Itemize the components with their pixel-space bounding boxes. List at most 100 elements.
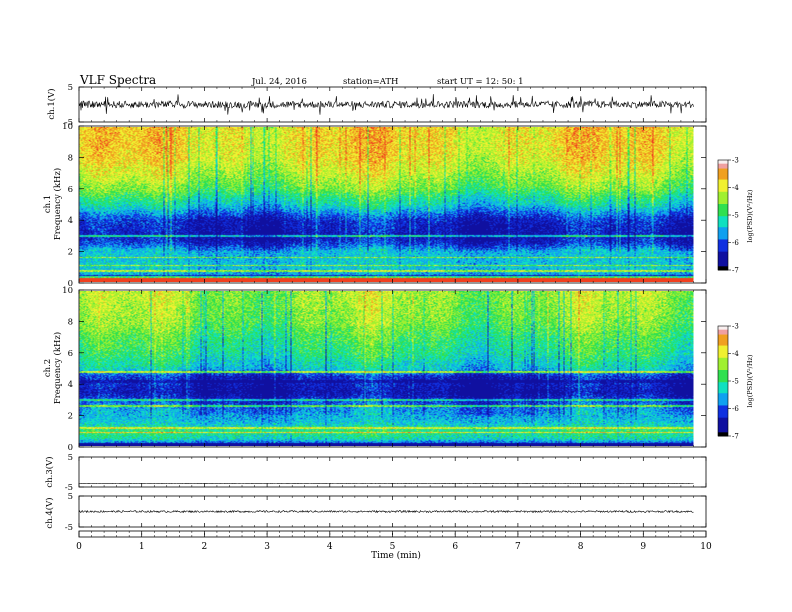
y-tick-label: 6 <box>68 185 73 195</box>
colorbar-tick-label: -6 <box>732 405 739 413</box>
ch4-waveform-line <box>78 509 694 514</box>
colorbar-cell <box>718 221 728 223</box>
colorbar-cell <box>718 251 728 254</box>
colorbar-cell <box>718 384 728 387</box>
colorbar-cell <box>718 425 728 427</box>
colorbar-cell <box>718 182 728 184</box>
colorbar-cell <box>718 343 728 345</box>
y-tick-label: 4 <box>68 216 73 226</box>
ch2-spectrogram <box>79 291 694 446</box>
colorbar-cell <box>718 410 728 413</box>
ch1-colorbar: -3 -4 -5 -6 -7 <box>717 157 739 275</box>
colorbar-cell <box>718 177 728 179</box>
y-tick-label: -5 <box>65 523 73 533</box>
colorbar-cell <box>718 409 728 411</box>
colorbar-cell <box>718 398 728 400</box>
ch2-spectrogram-ylabel-line2: Frequency (kHz) <box>52 332 63 404</box>
colorbar-cell <box>718 414 728 416</box>
colorbar-cell <box>718 378 728 381</box>
colorbar-cell <box>718 383 728 386</box>
colorbar-cell <box>718 185 728 188</box>
colorbar-cell <box>718 431 728 433</box>
ch1-spectrogram <box>79 127 694 282</box>
colorbar-cell <box>718 217 728 220</box>
colorbar-cell <box>718 411 728 414</box>
colorbar-cell <box>718 262 728 265</box>
colorbar-cell <box>718 204 728 206</box>
colorbar-cell <box>718 357 728 360</box>
x-tick-label: 5 <box>390 542 396 552</box>
colorbar-cell <box>718 222 728 225</box>
colorbar-cell <box>718 420 728 422</box>
colorbar-cell <box>718 235 728 238</box>
colorbar-cell <box>718 333 728 336</box>
colorbar-cell <box>718 168 728 171</box>
colorbar-cell <box>718 433 728 436</box>
colorbar-cell <box>718 249 728 251</box>
colorbar-cell <box>718 173 728 176</box>
colorbar-cell <box>718 366 728 369</box>
colorbar-cell <box>718 266 728 269</box>
colorbar-cell <box>718 267 728 270</box>
colorbar-cell <box>718 234 728 237</box>
colorbar-cell <box>718 218 728 221</box>
colorbar-cell <box>718 255 728 258</box>
colorbar-cell <box>718 387 728 389</box>
ch2-colorbar: -3 -4 -5 -6 -7 <box>717 323 739 441</box>
ch3-waveform-ylabel: ch.3(V) <box>44 456 55 487</box>
ch1-waveform-ylabel: ch.1(V) <box>46 88 57 119</box>
ch1-spectrogram-ylabel-line1: ch.1 <box>43 195 53 213</box>
colorbar-cell <box>718 432 728 435</box>
y-tick-label: 8 <box>68 153 73 163</box>
colorbar-cell <box>718 183 728 185</box>
colorbar-cell <box>718 186 728 189</box>
colorbar-cell <box>718 260 728 262</box>
start-time-label: start UT = 12: 50: 1 <box>437 77 524 87</box>
colorbar-cell <box>718 344 728 347</box>
y-tick-label: -5 <box>65 483 73 493</box>
colorbar-cell <box>718 210 728 212</box>
colorbar-cell <box>718 405 728 408</box>
colorbar-cell <box>718 227 728 229</box>
colorbar-cell <box>718 348 728 350</box>
colorbar-cell <box>718 169 728 172</box>
colorbar-cell <box>718 341 728 344</box>
colorbar-cell <box>718 374 728 377</box>
colorbar-cell <box>718 263 728 266</box>
colorbar-cell <box>718 171 728 173</box>
colorbar-tick-label: -4 <box>732 350 739 358</box>
colorbar-cell <box>718 243 728 245</box>
colorbar-cell <box>718 256 728 259</box>
y-tick-label: 5 <box>68 492 73 502</box>
colorbar-cell <box>718 261 728 264</box>
colorbar-cell <box>718 219 728 222</box>
colorbar-cell <box>718 354 728 356</box>
colorbar-cell <box>718 337 728 339</box>
colorbar-cell <box>718 355 728 358</box>
colorbar-cell <box>718 191 728 194</box>
ch1-spectrogram-ylabel-line2: Frequency (kHz) <box>52 168 63 240</box>
colorbar-cell <box>718 390 728 393</box>
colorbar-cell <box>718 360 728 362</box>
colorbar-cell <box>718 328 728 331</box>
colorbar-cell <box>718 339 728 342</box>
colorbar-cell <box>718 244 728 247</box>
colorbar-cell <box>718 196 728 199</box>
colorbar-cell <box>718 164 728 167</box>
colorbar-cell <box>718 434 728 437</box>
y-tick-label: 2 <box>68 412 73 422</box>
colorbar-cell <box>718 370 728 372</box>
colorbar-cell <box>718 327 728 329</box>
colorbar-cell <box>718 226 728 228</box>
colorbar-cell <box>718 228 728 231</box>
colorbar-cell <box>718 216 728 218</box>
colorbar-cell <box>718 351 728 354</box>
colorbar-cell <box>718 388 728 391</box>
colorbar-cell <box>718 363 728 366</box>
colorbar-cell <box>718 178 728 181</box>
colorbar-cell <box>718 406 728 409</box>
y-tick-label: 6 <box>68 349 73 359</box>
y-tick-label: 5 <box>68 83 73 93</box>
colorbar-cell <box>718 189 728 192</box>
